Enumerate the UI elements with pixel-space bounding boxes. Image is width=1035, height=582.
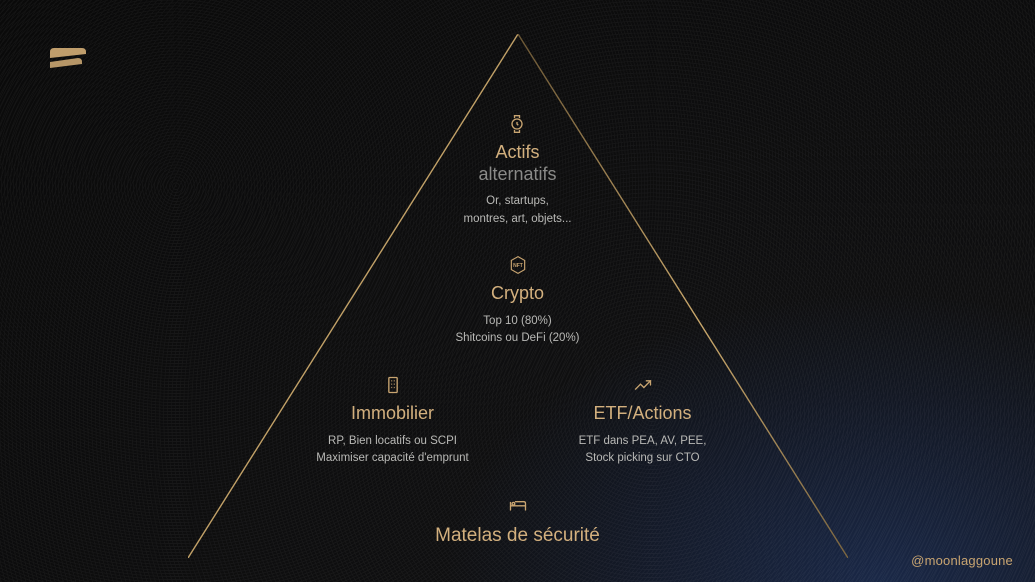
author-handle: @moonlaggoune [911,553,1013,568]
nft-icon: NFT [508,255,528,275]
tier-title: Matelas de sécurité [435,525,600,548]
col-title: ETF/Actions [593,403,691,425]
desc-line1: Top 10 (80%) [483,315,551,327]
column-immobilier: Immobilier RP, Bien locatifs ou SCPI Max… [303,375,483,467]
svg-text:NFT: NFT [513,263,523,269]
column-etf: ETF/Actions ETF dans PEA, AV, PEE, Stock… [553,375,733,467]
desc-line1: Or, startups, [486,195,549,207]
investment-pyramid: Actifs alternatifs Or, startups, montres… [188,34,848,558]
desc-line1: ETF dans PEA, AV, PEE, [579,435,707,447]
title-line1: Actifs [495,142,539,162]
title: Crypto [491,283,544,303]
bed-icon [508,495,528,515]
desc-line1: RP, Bien locatifs ou SCPI [328,435,457,447]
chart-up-icon [633,375,653,395]
col-desc: ETF dans PEA, AV, PEE, Stock picking sur… [579,433,707,468]
tier-immo-etf: Immobilier RP, Bien locatifs ou SCPI Max… [188,366,848,476]
col-desc: RP, Bien locatifs ou SCPI Maximiser capa… [316,433,468,468]
tier-title: Crypto [491,283,544,305]
tier-safety: Matelas de sécurité [188,484,848,558]
tier-alternatives: Actifs alternatifs Or, startups, montres… [188,106,848,236]
tier-title: Actifs alternatifs [478,142,556,185]
title: ETF/Actions [593,403,691,423]
brand-logo [48,48,88,76]
desc-line2: Shitcoins ou DeFi (20%) [456,332,580,344]
tier-crypto: NFT Crypto Top 10 (80%) Shitcoins ou DeF… [188,246,848,356]
watch-icon [507,114,527,134]
building-icon [383,375,403,395]
tier-desc: Or, startups, montres, art, objets... [463,193,571,228]
col-title: Immobilier [351,403,434,425]
title: Immobilier [351,403,434,423]
desc-line2: Maximiser capacité d'emprunt [316,452,468,464]
desc-line2: montres, art, objets... [463,213,571,225]
title: Matelas de sécurité [435,525,600,546]
title-line2: alternatifs [478,164,556,186]
tier-desc: Top 10 (80%) Shitcoins ou DeFi (20%) [456,313,580,348]
desc-line2: Stock picking sur CTO [585,452,699,464]
